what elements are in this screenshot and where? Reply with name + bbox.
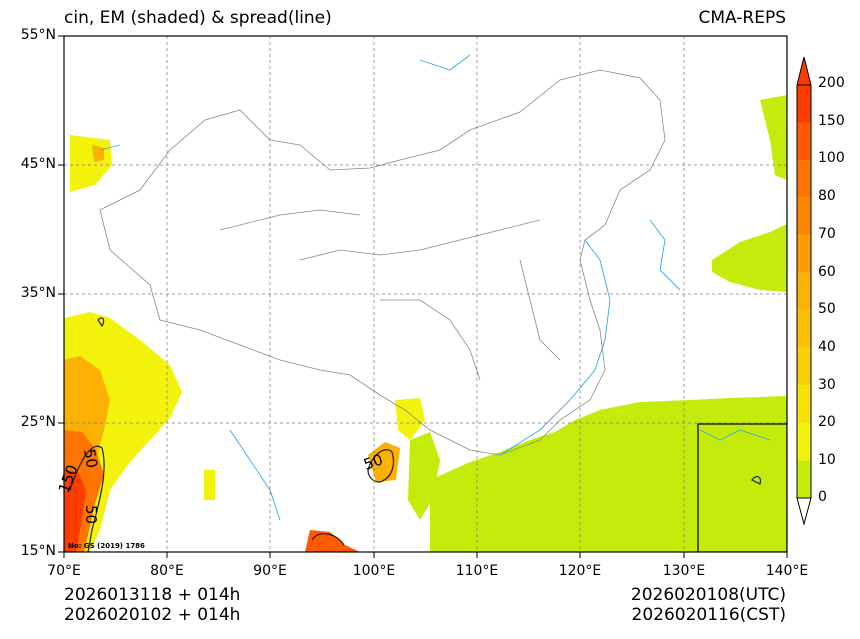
- colorbar-segment: [797, 197, 811, 236]
- lat-label: 45°N: [20, 156, 56, 172]
- colorbar-segment: [797, 460, 811, 498]
- lon-label: 140°E: [765, 563, 809, 579]
- spread-contours: [69, 317, 761, 552]
- model-name: CMA-REPS: [698, 8, 786, 28]
- colorbar-segment: [797, 422, 811, 461]
- axis-ticks: [58, 35, 788, 558]
- colorbar-frame: [796, 84, 812, 499]
- lon-label: 90°E: [253, 563, 287, 579]
- chart-title: cin, EM (shaded) & spread(line): [64, 8, 332, 28]
- lon-label: 80°E: [150, 563, 184, 579]
- valid-time-block: 2026020108(UTC) 2026020116(CST): [631, 585, 786, 625]
- lon-label: 120°E: [558, 563, 602, 579]
- colorbar-label: 20: [818, 414, 836, 430]
- colorbar-segment: [797, 122, 811, 161]
- water-lines: [99, 54, 771, 521]
- map-approval-number: No: GS (2019) 1786: [68, 542, 145, 550]
- triangle-up-icon: [796, 56, 812, 86]
- colorbar-segment: [797, 385, 811, 423]
- init-time-cst: 2026020102 + 014h: [64, 605, 241, 625]
- lat-label: 15°N: [20, 543, 56, 559]
- colorbar-segment: [797, 310, 811, 348]
- lon-label: 130°E: [662, 563, 706, 579]
- valid-time-cst: 2026020116(CST): [631, 605, 786, 625]
- gridlines: [64, 36, 787, 552]
- colorbar-segment: [797, 347, 811, 386]
- valid-time-utc: 2026020108(UTC): [630, 585, 786, 605]
- colorbar-label: 60: [818, 264, 836, 280]
- lat-label: 25°N: [20, 414, 56, 430]
- colorbar-label: 80: [818, 188, 836, 204]
- lon-label: 110°E: [455, 563, 499, 579]
- colorbar-label: 200: [818, 75, 845, 91]
- colorbar-label: 150: [818, 113, 845, 129]
- boundaries: [99, 69, 666, 456]
- colorbar-label: 50: [818, 301, 836, 317]
- colorbar: [796, 56, 812, 526]
- colorbar-segment: [797, 160, 811, 198]
- init-time-block: 2026013118 + 014h 2026020102 + 014h: [64, 585, 240, 625]
- lat-label: 55°N: [20, 27, 56, 43]
- colorbar-label: 30: [818, 377, 836, 393]
- colorbar-label: 70: [818, 226, 836, 242]
- colorbar-label: 10: [818, 452, 836, 468]
- triangle-down-icon: [796, 497, 812, 526]
- contour-label: 50: [80, 448, 101, 470]
- lon-label: 100°E: [352, 563, 396, 579]
- south-china-sea-inset: [697, 423, 787, 552]
- contour-label: 50: [361, 450, 385, 473]
- init-time-utc: 2026013118 + 014h: [64, 585, 241, 605]
- lon-label: 70°E: [47, 563, 81, 579]
- colorbar-label: 100: [818, 150, 845, 166]
- colorbar-segment: [797, 272, 811, 311]
- map-canvas: [64, 54, 787, 552]
- lat-label: 35°N: [20, 285, 56, 301]
- colorbar-segment: [797, 235, 811, 273]
- colorbar-segment: [797, 85, 811, 123]
- colorbar-label: 40: [818, 339, 836, 355]
- colorbar-label: 0: [818, 489, 827, 505]
- contour-label: 50: [82, 505, 100, 524]
